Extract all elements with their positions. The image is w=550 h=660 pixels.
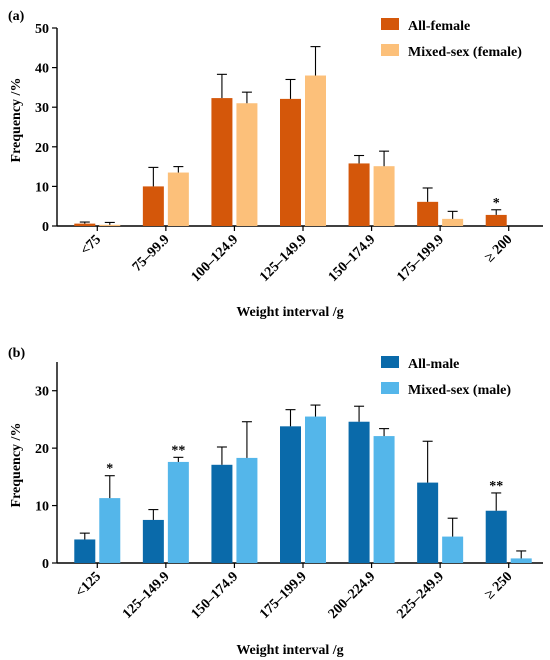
bar-a-s1-c3: [305, 75, 326, 227]
legend-label: Mixed-sex (male): [408, 383, 511, 398]
legend-swatch: [381, 356, 399, 368]
x-tick-label: 75–99.9: [130, 232, 173, 275]
bar-b-s1-c6: [510, 558, 532, 563]
x-tick-label: 200–224.9: [326, 569, 379, 622]
x-tick-label: 125–149.9: [257, 232, 310, 285]
bar-a-s0-c4: [348, 163, 370, 226]
x-tick-label: 175–199.9: [257, 569, 310, 622]
bar-a-s1-c4: [373, 166, 395, 226]
x-tick-label: <75: [78, 232, 104, 258]
bar-b-s1-c2: [236, 457, 258, 563]
bar-b-s0-c1: [142, 519, 164, 563]
bar-b-s0-c6: [485, 510, 507, 563]
y-tick-label: 0: [42, 557, 49, 572]
bar-a-s0-c3: [280, 98, 301, 226]
bar-b-s1-c0: [99, 498, 121, 563]
significance-annotation: *: [493, 196, 500, 211]
y-tick-label: 40: [35, 62, 49, 77]
legend-swatch: [381, 382, 399, 394]
panel-label: (a): [8, 9, 25, 24]
x-axis-label: Weight interval /g: [236, 643, 343, 658]
bar-a-s0-c5: [417, 201, 439, 226]
bar-b-s0-c0: [74, 539, 96, 563]
bar-a-s1-c2: [236, 103, 258, 226]
y-tick-label: 20: [35, 141, 49, 156]
y-axis-label: Frequency /%: [9, 423, 24, 508]
bar-b-s0-c2: [211, 464, 233, 563]
bar-a-s1-c1: [167, 172, 189, 226]
legend-label: All-female: [408, 19, 470, 34]
bar-a-s1-c5: [442, 218, 464, 226]
x-tick-label: 150–174.9: [326, 232, 379, 285]
bar-a-s0-c0: [74, 223, 96, 226]
bar-a-s0-c6: [485, 214, 507, 226]
bar-b-s0-c4: [348, 421, 370, 563]
y-tick-label: 30: [35, 101, 49, 116]
x-tick-label: ≥ 200: [482, 232, 515, 265]
x-tick-label: 100–124.9: [189, 232, 242, 285]
chart-panel-b: (b) 0 10 20 30 Frequency /% <125 125–149.9 150–1…: [8, 346, 543, 658]
bar-b-s0-c5: [417, 482, 439, 563]
legend-swatch: [381, 44, 399, 56]
x-tick-label: 175–199.9: [394, 232, 447, 285]
x-tick-label: 150–174.9: [189, 569, 242, 622]
bar-b-s1-c3: [305, 416, 326, 563]
y-tick-label: 30: [35, 385, 49, 400]
legend-label: Mixed-sex (female): [408, 45, 522, 60]
legend-label: All-male: [408, 357, 459, 372]
bar-a-s1-c0: [99, 224, 121, 226]
significance-annotation: **: [171, 443, 185, 458]
bar-b-s1-c5: [442, 536, 464, 563]
x-tick-label: ≥ 250: [482, 569, 515, 602]
x-axis-label: Weight interval /g: [236, 305, 343, 320]
y-tick-label: 50: [35, 22, 49, 37]
y-tick-label: 10: [35, 500, 49, 515]
bar-b-s1-c1: [167, 461, 189, 563]
significance-annotation: *: [106, 462, 113, 477]
chart-panel-a: (a) 0 10 20 30 40 50 Frequency /% <75 75–99.9 100–…: [8, 9, 543, 320]
x-tick-label: 225–249.9: [394, 569, 447, 622]
significance-annotation: **: [489, 479, 503, 494]
y-tick-label: 10: [35, 180, 49, 195]
y-axis-label: Frequency /%: [9, 78, 24, 163]
bar-a-s0-c1: [142, 186, 164, 226]
x-tick-label: <125: [73, 569, 104, 600]
bar-a-s0-c2: [211, 98, 233, 226]
panel-label: (b): [8, 346, 25, 361]
bar-b-s0-c3: [280, 426, 301, 563]
legend-swatch: [381, 18, 399, 30]
x-tick-label: 125–149.9: [120, 569, 173, 622]
y-tick-label: 0: [42, 220, 49, 235]
y-tick-label: 20: [35, 442, 49, 457]
bar-b-s1-c4: [373, 436, 395, 563]
